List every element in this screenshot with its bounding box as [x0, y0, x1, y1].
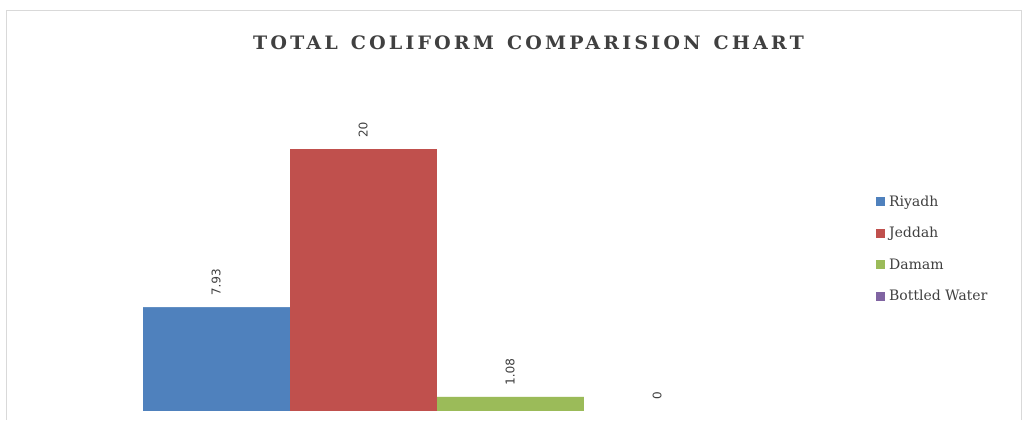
- legend-item-damam: Damam: [876, 249, 1022, 281]
- legend-item-riyadh: Riyadh: [876, 186, 1022, 218]
- data-label-bottled-water: 0: [651, 391, 665, 399]
- bar-riyadh: [143, 307, 290, 411]
- data-label-damam: 1.08: [504, 358, 518, 385]
- chart-title: TOTAL COLIFORM COMPARISION CHART: [253, 32, 807, 54]
- legend-label-damam: Damam: [889, 256, 944, 273]
- legend-swatch-jeddah: [876, 228, 885, 238]
- legend-swatch-riyadh: [876, 197, 885, 207]
- legend-item-bottled-water: Bottled Water: [876, 281, 1022, 313]
- data-label-jeddah: 20: [357, 122, 371, 137]
- bar-damam: [437, 396, 584, 411]
- legend-label-jeddah: Jeddah: [889, 225, 939, 242]
- legend: Riyadh Jeddah Damam Bottled Water: [876, 186, 1022, 312]
- data-label-riyadh: 7.93: [210, 268, 224, 295]
- legend-swatch-bottled-water: [876, 291, 885, 301]
- legend-label-bottled-water: Bottled Water: [889, 288, 988, 305]
- legend-item-jeddah: Jeddah: [876, 218, 1022, 250]
- bar-jeddah: [290, 149, 437, 411]
- legend-swatch-damam: [876, 260, 885, 270]
- legend-label-riyadh: Riyadh: [889, 193, 939, 210]
